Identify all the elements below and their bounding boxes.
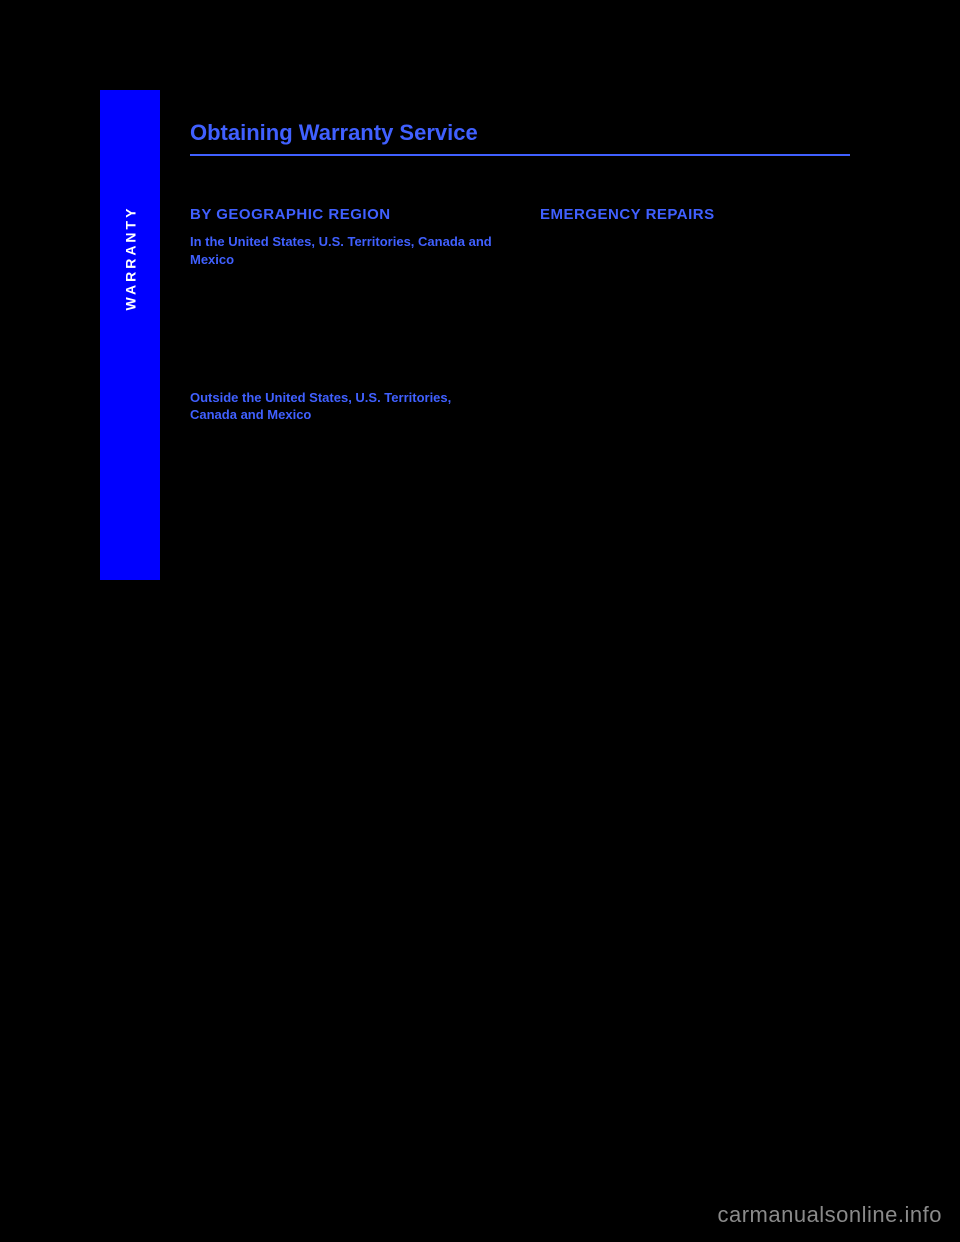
right-column: EMERGENCY REPAIRS If an emergency repair… <box>540 206 850 511</box>
subheading-inside-us: In the United States, U.S. Territories, … <box>190 233 500 268</box>
columns: BY GEOGRAPHIC REGION In the United State… <box>190 206 850 511</box>
sidebar-label: WARRANTY <box>122 206 138 311</box>
left-column: BY GEOGRAPHIC REGION In the United State… <box>190 206 500 511</box>
page-content: Obtaining Warranty Service BY GEOGRAPHIC… <box>190 120 850 511</box>
section-heading-emergency: EMERGENCY REPAIRS <box>540 206 850 223</box>
para-emergency-2: Reimbursement will be based on the warra… <box>540 348 850 398</box>
para-inside-us: All warranty service will be provided by… <box>190 274 500 375</box>
sidebar-tab: WARRANTY <box>100 90 160 580</box>
para-outside-us: If you are traveling outside the United … <box>190 430 500 497</box>
section-heading-region: BY GEOGRAPHIC REGION <box>190 206 500 223</box>
page-title: Obtaining Warranty Service <box>190 120 850 146</box>
para-emergency-1: If an emergency repair is needed and an … <box>540 233 850 334</box>
subheading-outside-us: Outside the United States, U.S. Territor… <box>190 389 500 424</box>
title-rule <box>190 154 850 156</box>
watermark: carmanualsonline.info <box>717 1202 942 1228</box>
